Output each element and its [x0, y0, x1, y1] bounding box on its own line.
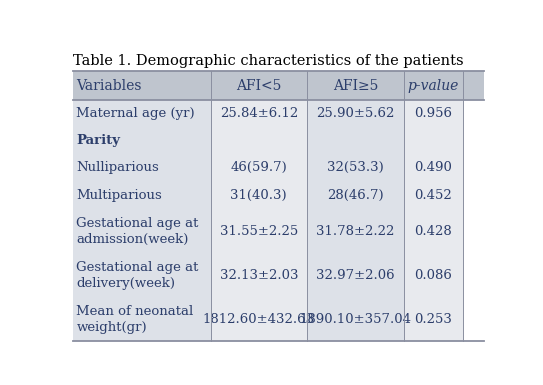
Text: Variables: Variables: [76, 79, 142, 92]
Bar: [211, 153, 307, 182]
Bar: [307, 100, 403, 128]
Bar: [73, 153, 211, 182]
Text: 0.086: 0.086: [414, 269, 452, 282]
Text: 1812.60±432.63: 1812.60±432.63: [203, 313, 315, 326]
Text: Nulliparious: Nulliparious: [76, 161, 159, 174]
Text: 31(40.3): 31(40.3): [230, 189, 287, 202]
Bar: [211, 100, 307, 128]
Text: Maternal age (yr): Maternal age (yr): [76, 107, 195, 120]
Text: 32.13±2.03: 32.13±2.03: [219, 269, 298, 282]
Bar: [73, 100, 211, 128]
Text: Parity: Parity: [76, 134, 121, 147]
Bar: [403, 297, 463, 341]
Text: 25.90±5.62: 25.90±5.62: [316, 107, 394, 120]
Bar: [73, 297, 211, 341]
Text: 0.253: 0.253: [414, 313, 452, 326]
Bar: [73, 182, 211, 210]
Bar: [211, 297, 307, 341]
Bar: [307, 182, 403, 210]
Text: 32(53.3): 32(53.3): [327, 161, 384, 174]
Bar: [403, 182, 463, 210]
Text: Multiparious: Multiparious: [76, 189, 162, 202]
Bar: [211, 182, 307, 210]
Text: Gestational age at
delivery(week): Gestational age at delivery(week): [76, 261, 199, 290]
Text: 46(59.7): 46(59.7): [230, 161, 287, 174]
Text: 28(46.7): 28(46.7): [327, 189, 383, 202]
Text: AFI<5: AFI<5: [236, 79, 281, 92]
Text: 0.956: 0.956: [414, 107, 452, 120]
Bar: [307, 254, 403, 297]
Text: 0.452: 0.452: [414, 189, 452, 202]
Bar: [73, 128, 211, 153]
Bar: [403, 100, 463, 128]
Bar: [307, 128, 403, 153]
Text: 25.84±6.12: 25.84±6.12: [220, 107, 298, 120]
Bar: [211, 210, 307, 254]
Bar: [73, 210, 211, 254]
Text: Gestational age at
admission(week): Gestational age at admission(week): [76, 218, 199, 246]
Bar: [403, 210, 463, 254]
Bar: [211, 254, 307, 297]
Text: 0.428: 0.428: [414, 225, 452, 238]
Text: 31.55±2.25: 31.55±2.25: [220, 225, 298, 238]
Text: 32.97±2.06: 32.97±2.06: [316, 269, 395, 282]
Bar: [73, 71, 484, 100]
Bar: [307, 297, 403, 341]
Bar: [211, 128, 307, 153]
Text: Mean of neonatal
weight(gr): Mean of neonatal weight(gr): [76, 305, 193, 333]
Bar: [307, 210, 403, 254]
Text: 0.490: 0.490: [414, 161, 452, 174]
Text: 1890.10±357.04: 1890.10±357.04: [299, 313, 411, 326]
Text: p-value: p-value: [408, 79, 459, 92]
Bar: [403, 128, 463, 153]
Bar: [403, 254, 463, 297]
Bar: [307, 153, 403, 182]
Bar: [73, 254, 211, 297]
Bar: [403, 153, 463, 182]
Text: Table 1. Demographic characteristics of the patients: Table 1. Demographic characteristics of …: [73, 54, 464, 68]
Text: AFI≥5: AFI≥5: [333, 79, 378, 92]
Text: 31.78±2.22: 31.78±2.22: [316, 225, 394, 238]
